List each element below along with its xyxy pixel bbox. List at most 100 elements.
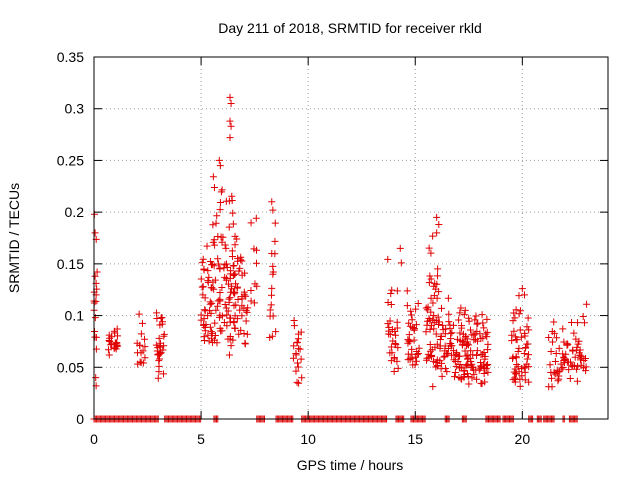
data-point bbox=[266, 333, 274, 341]
data-point bbox=[549, 338, 557, 346]
data-point bbox=[546, 361, 554, 369]
data-point bbox=[141, 335, 149, 343]
data-point bbox=[230, 302, 238, 310]
data-point bbox=[560, 338, 568, 346]
data-point bbox=[204, 277, 212, 285]
data-point bbox=[135, 310, 143, 318]
data-point bbox=[480, 324, 488, 332]
data-point bbox=[236, 264, 244, 272]
data-point bbox=[112, 345, 120, 353]
data-point bbox=[438, 372, 446, 380]
data-point bbox=[512, 306, 520, 314]
data-point bbox=[564, 341, 572, 349]
data-point bbox=[481, 355, 489, 363]
data-point bbox=[473, 375, 481, 383]
data-point bbox=[551, 357, 559, 365]
data-point bbox=[113, 325, 121, 333]
data-point bbox=[512, 370, 520, 378]
data-point bbox=[456, 329, 464, 337]
data-point bbox=[473, 337, 481, 345]
data-point bbox=[451, 373, 459, 381]
data-point bbox=[227, 122, 235, 130]
data-point bbox=[434, 313, 442, 321]
data-point bbox=[461, 306, 469, 314]
data-point bbox=[520, 291, 528, 299]
data-point bbox=[451, 369, 459, 377]
data-point bbox=[562, 350, 570, 358]
data-point bbox=[550, 318, 558, 326]
data-point bbox=[209, 173, 217, 181]
data-point bbox=[240, 329, 248, 337]
data-point bbox=[238, 312, 246, 320]
data-point bbox=[247, 219, 255, 227]
data-point bbox=[447, 342, 455, 350]
data-point bbox=[456, 337, 464, 345]
data-point bbox=[269, 206, 277, 214]
data-point bbox=[268, 291, 276, 299]
data-point bbox=[464, 372, 472, 380]
data-point bbox=[409, 361, 417, 369]
data-point bbox=[229, 209, 237, 217]
data-point bbox=[214, 302, 222, 310]
data-point bbox=[404, 350, 412, 358]
data-point bbox=[218, 312, 226, 320]
data-point bbox=[227, 100, 235, 108]
data-point bbox=[199, 255, 207, 263]
data-point bbox=[566, 375, 574, 383]
data-point bbox=[455, 316, 463, 324]
data-point bbox=[220, 264, 228, 272]
data-point bbox=[156, 349, 164, 357]
data-point bbox=[520, 364, 528, 372]
data-point bbox=[559, 325, 567, 333]
data-point bbox=[212, 219, 220, 227]
data-point bbox=[511, 314, 519, 322]
data-point bbox=[141, 343, 149, 351]
data-point bbox=[569, 362, 577, 370]
data-point bbox=[391, 328, 399, 336]
data-point bbox=[271, 237, 279, 245]
data-point bbox=[160, 370, 168, 378]
data-point bbox=[435, 318, 443, 326]
data-point bbox=[268, 250, 276, 258]
data-point bbox=[387, 343, 395, 351]
data-point bbox=[197, 316, 205, 324]
data-point bbox=[523, 323, 531, 331]
data-point bbox=[465, 341, 473, 349]
data-point bbox=[414, 350, 422, 358]
data-point bbox=[515, 344, 523, 352]
data-point bbox=[464, 351, 472, 359]
data-point bbox=[429, 299, 437, 307]
data-point bbox=[204, 331, 212, 339]
data-point bbox=[390, 368, 398, 376]
data-point bbox=[479, 319, 487, 327]
data-point bbox=[463, 361, 471, 369]
data-point bbox=[234, 295, 242, 303]
data-point bbox=[483, 361, 491, 369]
data-point bbox=[403, 287, 411, 295]
data-point bbox=[463, 370, 471, 378]
data-point bbox=[432, 359, 440, 367]
data-point bbox=[568, 361, 576, 369]
data-point bbox=[555, 344, 563, 352]
data-point bbox=[467, 362, 475, 370]
data-point bbox=[211, 319, 219, 327]
data-point bbox=[294, 335, 302, 343]
data-point bbox=[518, 285, 526, 293]
data-point bbox=[508, 331, 516, 339]
data-point bbox=[512, 354, 520, 362]
data-point bbox=[227, 342, 235, 350]
data-point bbox=[238, 257, 246, 265]
data-point bbox=[509, 376, 517, 384]
data-point bbox=[237, 326, 245, 334]
data-point bbox=[233, 235, 241, 243]
data-point bbox=[455, 373, 463, 381]
data-point bbox=[470, 331, 478, 339]
data-point bbox=[141, 354, 149, 362]
data-point bbox=[236, 306, 244, 314]
data-point bbox=[574, 340, 582, 348]
data-point bbox=[294, 359, 302, 367]
data-point bbox=[427, 249, 435, 257]
data-point bbox=[384, 255, 392, 263]
data-point bbox=[250, 299, 258, 307]
